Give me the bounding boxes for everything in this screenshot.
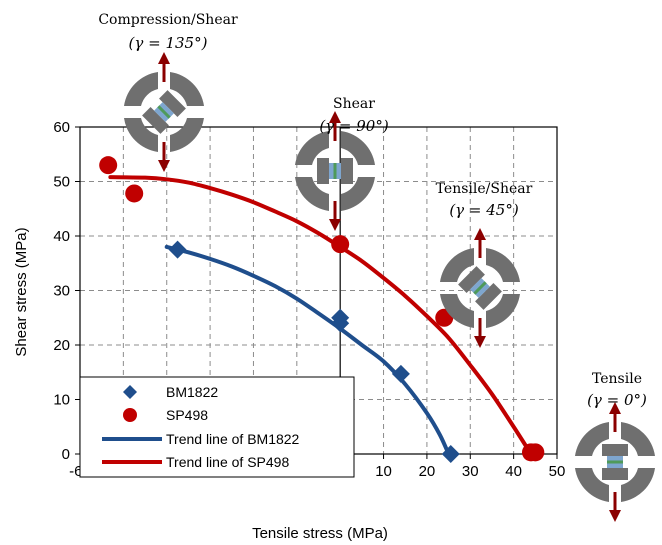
annotation-label-shear: Shear [333,96,375,112]
specimen-tensile [575,402,655,522]
point-bm1822 [391,364,410,383]
y-tick-label: 10 [53,392,70,409]
specimen-insert-center [607,460,623,464]
y-tick-label: 50 [53,174,70,191]
trend-line-1 [164,244,451,456]
point-sp498 [526,443,545,462]
specimen-insert-center [333,163,337,179]
legend-label: BM1822 [166,384,218,400]
x-tick-label: 30 [462,463,479,480]
y-tick-label: 30 [53,283,70,300]
specimen-segment [295,131,329,165]
y-tick-label: 0 [62,446,70,463]
specimen-grip [602,468,628,480]
point-sp498 [331,235,350,254]
angle-annotations: Compression/Shear (γ = 135°) Shear (γ = 90°… [98,12,647,409]
y-tick-label: 20 [53,337,70,354]
y-axis-title: Shear stress (MPa) [13,227,30,356]
annotation-gamma-tensile-shear: (γ = 45°) [449,201,519,219]
specimen-compression-shear [124,52,204,172]
point-bm1822 [331,308,350,327]
specimen-grip [458,266,485,293]
specimen-segment [440,294,474,328]
load-arrow-head [158,160,170,172]
annotation-gamma-compression-shear: (γ = 135°) [129,34,208,52]
specimen-grip [602,444,628,456]
y-tick-label: 60 [53,119,70,136]
point-bm1822 [441,445,460,463]
legend-marker-sp498 [123,408,137,422]
specimen-core [458,266,502,310]
specimen-segment [124,118,158,152]
specimen-core [317,158,353,184]
load-arrow-head [474,228,486,240]
specimen-segment [575,422,609,456]
x-tick-label: 50 [549,463,566,480]
point-bm1822 [168,240,187,259]
annotation-gamma-shear: (γ = 90°) [319,117,389,135]
x-tick-label: 20 [419,463,436,480]
data-markers [99,156,545,463]
legend-label: Trend line of SP498 [166,454,289,470]
specimen-segment [621,422,655,456]
specimen-shear [295,111,375,231]
annotation-label-tensile-shear: Tensile/Shear [436,181,533,197]
point-sp498 [99,156,118,175]
load-arrow-head [474,336,486,348]
specimen-grip [341,158,353,184]
specimen-segment [440,248,474,282]
y-tick-label: 40 [53,228,70,245]
trend-lines [108,175,533,456]
specimen-segment [170,72,204,106]
specimen-insert-center [157,105,171,119]
legend-label: Trend line of BM1822 [166,431,300,447]
specimen-segment [295,177,329,211]
specimen-grip [159,90,186,117]
point-sp498 [125,184,144,203]
load-arrow-head [329,111,341,123]
load-arrow-head [609,402,621,414]
load-arrow-head [329,219,341,231]
specimen-segment [170,118,204,152]
annotation-gamma-tensile: (γ = 0°) [587,391,647,409]
x-axis-title: Tensile stress (MPa) [252,525,388,542]
x-tick-label: 10 [375,463,392,480]
legend-label: SP498 [166,407,208,423]
legend: BM1822 SP498 Trend line of BM1822 Trend lin… [79,376,355,478]
specimen-grip [475,283,502,310]
specimen-core [602,444,628,480]
load-arrow-head [609,510,621,522]
specimen-segment [575,468,609,502]
specimen-segment [621,468,655,502]
specimen-segment [486,248,520,282]
specimen-grip [317,158,329,184]
specimen-segment [124,72,158,106]
specimen-segment [341,131,375,165]
annotation-label-tensile: Tensile [592,371,642,387]
specimen-illustrations [124,52,655,522]
specimen-insert-center [473,281,487,295]
trend-line-2 [108,175,533,456]
specimen-segment [486,294,520,328]
load-arrow-head [158,52,170,64]
specimen-grip [142,107,169,134]
annotation-label-compression-shear: Compression/Shear [98,12,238,28]
specimen-segment [341,177,375,211]
specimen-tensile-shear [440,228,520,348]
legend-marker-bm1822 [123,385,137,399]
specimen-core [142,90,186,134]
x-tick-label: 40 [505,463,522,480]
